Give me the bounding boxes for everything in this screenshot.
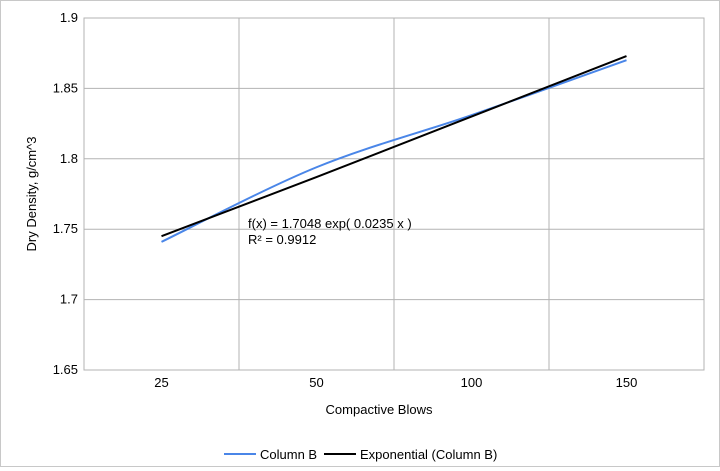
x-tick-label: 50 bbox=[309, 375, 323, 390]
series-line-column-b bbox=[161, 59, 627, 243]
y-tick-label: 1.75 bbox=[53, 221, 78, 236]
plot-border bbox=[83, 17, 705, 371]
x-tick-label: 150 bbox=[616, 375, 638, 390]
x-tick-label: 100 bbox=[461, 375, 483, 390]
y-tick-label: 1.8 bbox=[60, 151, 78, 166]
y-tick-labels: 1.65 1.7 1.75 1.8 1.85 1.9 bbox=[53, 10, 78, 377]
x-tick-label: 25 bbox=[154, 375, 168, 390]
grid-layer bbox=[84, 17, 704, 371]
legend-label-exponential: Exponential (Column B) bbox=[360, 447, 497, 462]
y-tick-label: 1.85 bbox=[53, 80, 78, 95]
x-axis-title: Compactive Blows bbox=[326, 402, 433, 417]
y-tick-label: 1.9 bbox=[60, 10, 78, 25]
legend-label-column-b: Column B bbox=[260, 447, 317, 462]
legend: Column B Exponential (Column B) bbox=[224, 447, 497, 462]
y-axis-title: Dry Density, g/cm^3 bbox=[24, 137, 39, 252]
trendline-r-squared: R² = 0.9912 bbox=[248, 232, 316, 247]
y-tick-label: 1.65 bbox=[53, 362, 78, 377]
series-line-exponential bbox=[161, 55, 627, 238]
series-layer bbox=[161, 55, 627, 243]
trendline-equation: f(x) = 1.7048 exp( 0.0235 x ) bbox=[248, 216, 412, 231]
x-tick-labels: 25 50 100 150 bbox=[154, 375, 637, 390]
y-tick-label: 1.7 bbox=[60, 292, 78, 307]
